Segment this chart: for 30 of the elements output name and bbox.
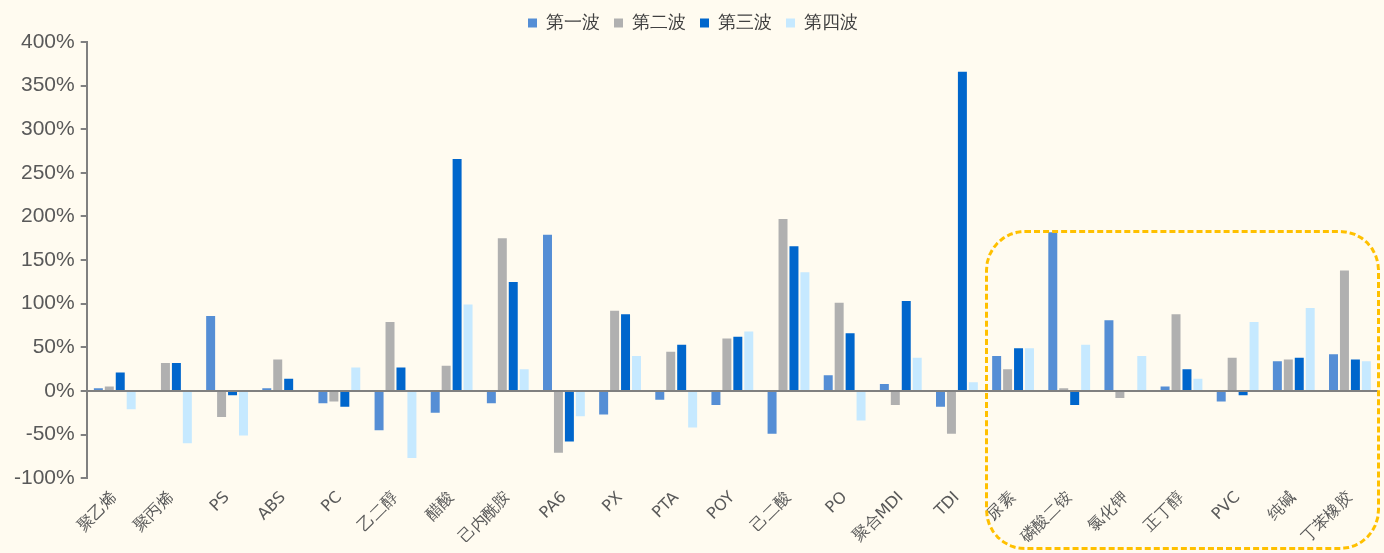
- x-tick-label: PA6: [535, 487, 570, 522]
- y-tick-label: 100%: [20, 290, 75, 314]
- y-tick-label: 400%: [20, 28, 75, 52]
- legend-label: 第四波: [804, 10, 858, 32]
- x-tick-label: 丁苯橡胶: [1297, 487, 1356, 546]
- legend-label: 第一波: [546, 10, 600, 32]
- y-tick-label: 300%: [20, 116, 75, 140]
- y-tick-label: -50%: [25, 421, 75, 445]
- x-tick-label: 氯化钾: [1083, 487, 1132, 535]
- x-tick-label: 正丁醇: [1139, 487, 1188, 535]
- x-tick-label: PS: [205, 487, 233, 515]
- x-tick-label: PTA: [647, 487, 683, 522]
- y-tick-label: -100%: [14, 464, 75, 488]
- y-tick-label: 200%: [20, 203, 75, 227]
- y-tick-label: 50%: [32, 334, 75, 358]
- x-tick-label: 乙二醇: [353, 487, 402, 535]
- y-tick-label: 250%: [20, 159, 75, 183]
- x-tick-label: PO: [821, 487, 851, 517]
- x-tick-label: 聚乙烯: [73, 487, 121, 535]
- x-tick-label: PC: [316, 487, 346, 516]
- y-tick-label: 150%: [20, 246, 75, 270]
- legend-label: 第二波: [632, 10, 686, 32]
- y-tick-label: 350%: [20, 72, 75, 96]
- x-tick-label: PX: [597, 487, 626, 516]
- x-tick-label: 己二酸: [746, 487, 795, 535]
- x-tick-label: 聚丙烯: [129, 487, 177, 535]
- y-tick-label: 0%: [44, 377, 75, 401]
- legend-label: 第三波: [718, 10, 772, 32]
- x-tick-label: TDI: [929, 487, 963, 521]
- x-tick-label: 纯碱: [1263, 487, 1300, 524]
